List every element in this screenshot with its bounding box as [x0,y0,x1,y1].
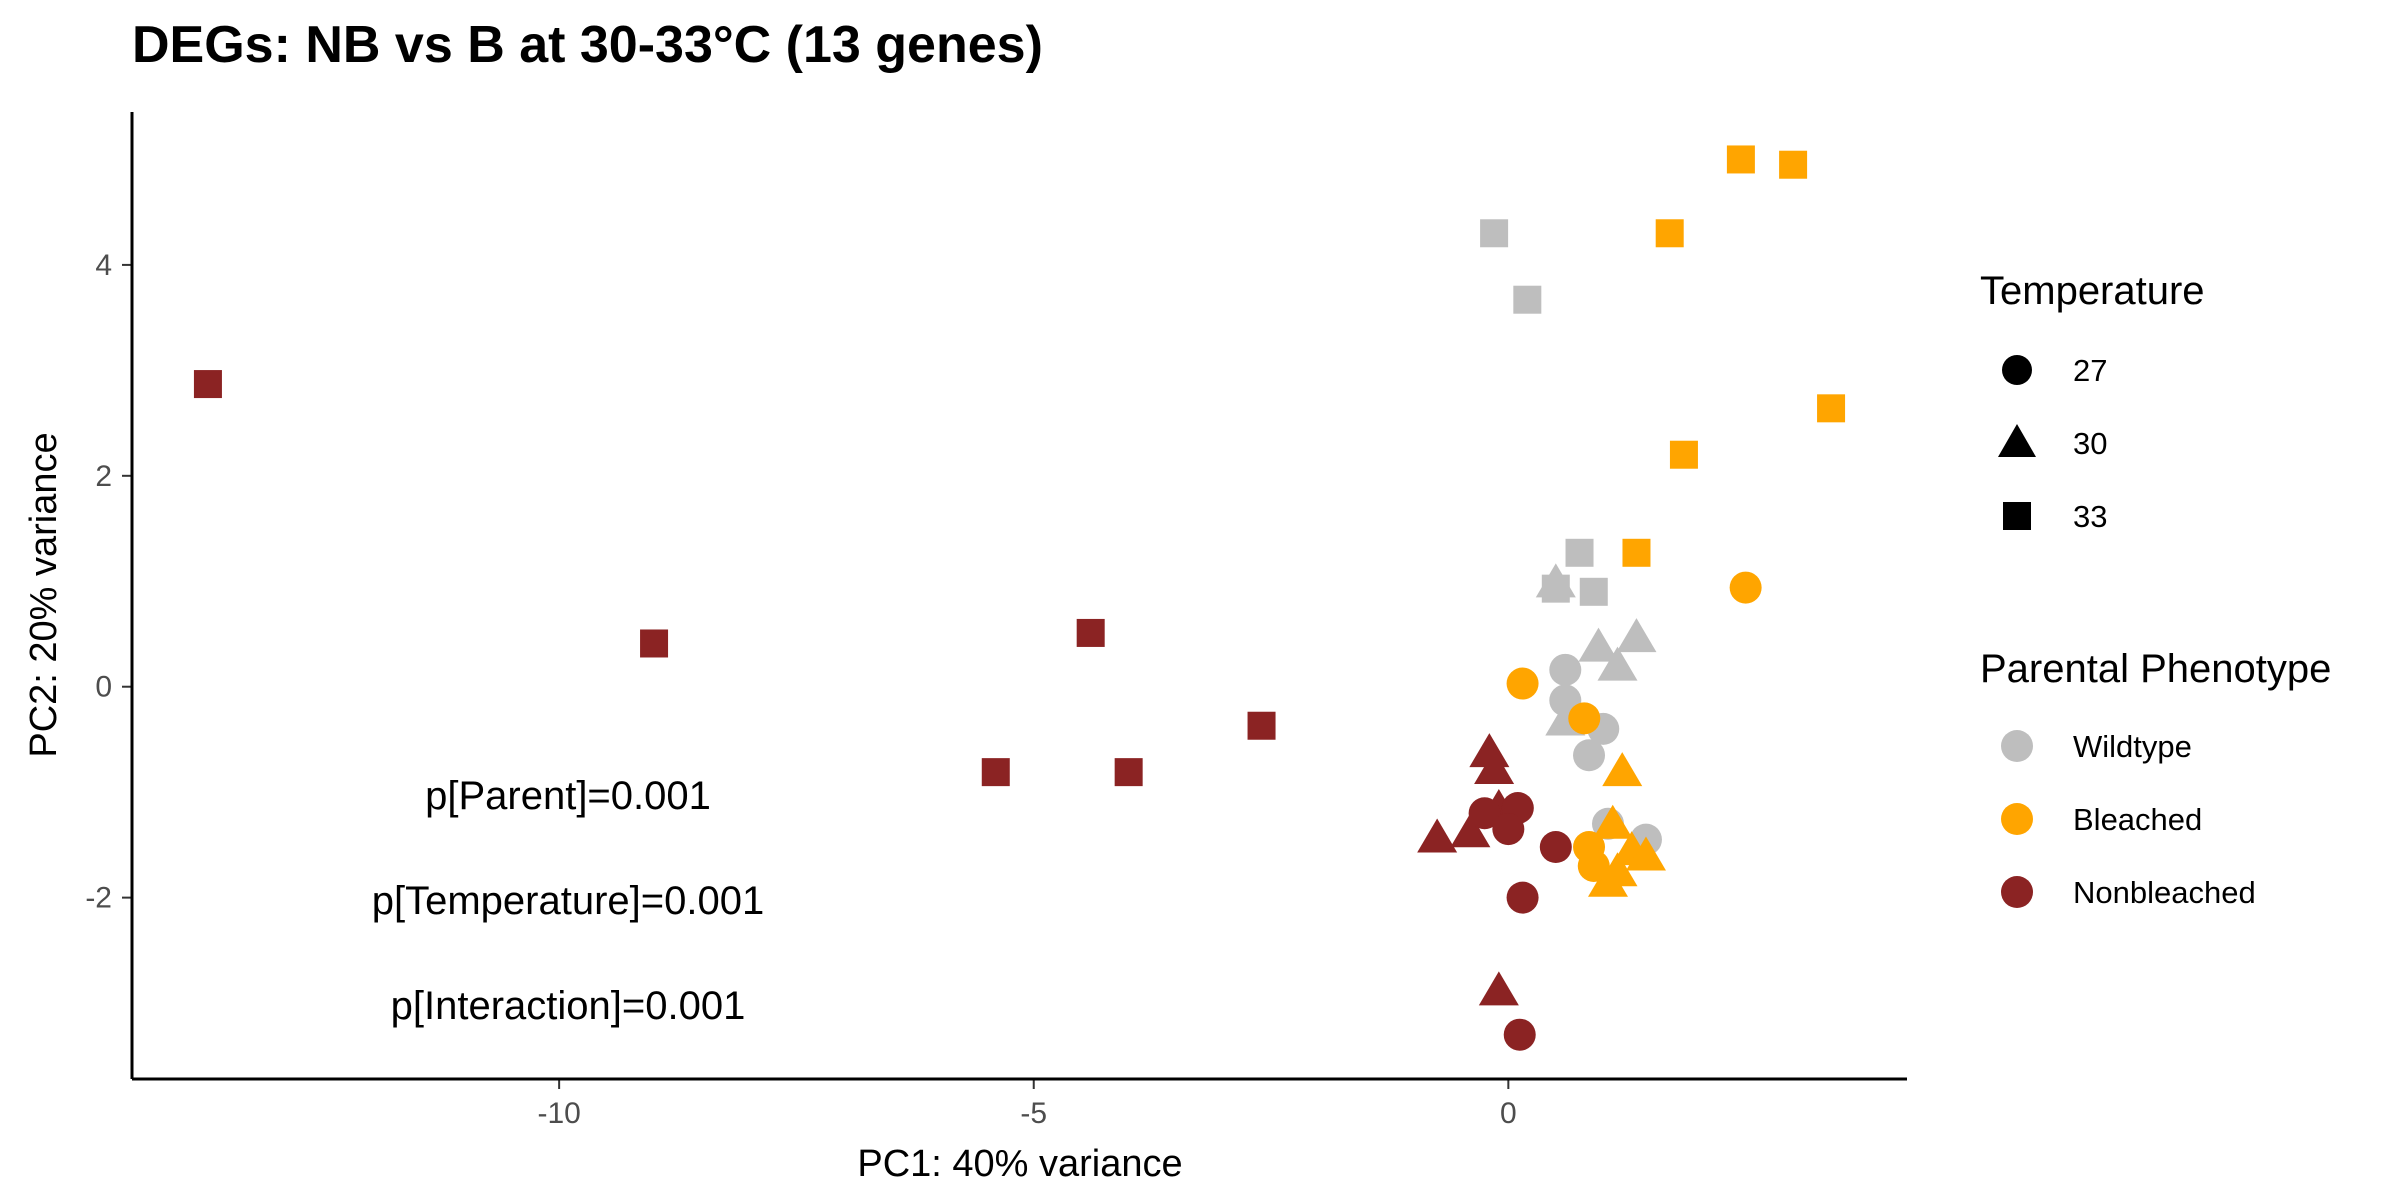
data-point-nonbleached-33 [1114,758,1143,787]
data-point-wildtype-30 [1578,627,1619,662]
data-point-nonbleached-30 [1474,749,1515,784]
y-tick-label: -2 [85,882,112,915]
x-tick-label: -10 [537,1097,580,1130]
annotation-interaction: p[Interaction]=0.001 [391,984,746,1028]
legend-temperature-title: Temperature [1980,269,2205,313]
legend-key-nonbleached [2001,876,2033,908]
data-point-nonbleached-30 [1469,733,1510,768]
data-point-bleached-30 [1625,836,1666,871]
data-point-wildtype-27 [1573,739,1606,772]
y-tick-label: 0 [95,671,112,704]
legend-key-triangle-30 [1998,424,2036,457]
data-point-nonbleached-30 [1478,971,1519,1006]
data-points [193,145,1846,1051]
legend-label-30: 30 [2073,426,2107,461]
data-point-wildtype-30 [1535,563,1576,598]
data-point-nonbleached-33 [1247,711,1276,740]
data-point-bleached-33 [1669,440,1698,469]
data-point-wildtype-33 [1480,219,1509,248]
data-point-nonbleached-27 [1503,1018,1536,1051]
data-point-nonbleached-27 [1506,881,1539,914]
x-tick-label: -5 [1020,1097,1047,1130]
legend-label-27: 27 [2073,353,2107,388]
data-point-wildtype-30 [1597,646,1638,681]
data-point-wildtype-33 [1513,285,1542,314]
x-axis-label: PC1: 40% variance [857,1143,1182,1185]
data-point-bleached-30 [1597,852,1638,887]
data-point-wildtype-33 [1579,577,1608,606]
legend-key-bleached [2001,803,2033,835]
y-tick-label: 2 [95,460,112,493]
data-point-bleached-27 [1568,702,1601,735]
annotation-parent: p[Parent]=0.001 [425,774,711,818]
y-tick-label: 4 [95,249,112,282]
data-point-nonbleached-30 [1450,813,1491,848]
chart-title: DEGs: NB vs B at 30-33°C (13 genes) [132,16,1043,74]
data-point-nonbleached-30 [1417,818,1458,853]
data-point-nonbleached-33 [981,758,1010,787]
data-point-nonbleached-33 [640,629,669,658]
y-axis-label: PC2: 20% variance [23,432,65,757]
data-point-nonbleached-27 [1539,831,1572,864]
data-point-bleached-27 [1577,849,1610,882]
data-point-nonbleached-27 [1492,813,1525,846]
legend-label-33: 33 [2073,499,2107,534]
data-point-nonbleached-33 [1076,618,1105,647]
data-point-bleached-30 [1592,804,1633,839]
legend-phenotype-title: Parental Phenotype [1980,647,2331,691]
legend-label-nonbleached: Nonbleached [2073,875,2256,910]
data-point-wildtype-27 [1549,653,1582,686]
data-point-bleached-33 [1622,538,1651,567]
data-point-bleached-33 [1779,150,1808,179]
axis-ticks: -10 -5 0 -2 0 2 4 [85,249,1516,1130]
data-point-bleached-33 [1726,145,1755,174]
x-tick-label: 0 [1500,1097,1517,1130]
data-point-bleached-33 [1817,394,1846,423]
data-point-wildtype-33 [1565,538,1594,567]
legend-label-bleached: Bleached [2073,802,2202,837]
legend-key-wildtype [2001,730,2033,762]
legend-key-square-33 [2003,502,2031,530]
legend-label-wildtype: Wildtype [2073,729,2192,764]
data-point-bleached-33 [1655,219,1684,248]
legend: Temperature 27 30 33 Parental Phenotype … [1980,269,2331,910]
legend-key-circle-27 [2002,355,2032,385]
data-point-bleached-27 [1506,667,1539,700]
annotation-temperature: p[Temperature]=0.001 [372,879,764,923]
data-point-bleached-27 [1729,571,1762,604]
data-point-bleached-30 [1602,752,1643,787]
data-point-nonbleached-33 [193,370,222,399]
data-point-nonbleached-27 [1468,797,1501,830]
data-point-wildtype-30 [1616,618,1657,653]
